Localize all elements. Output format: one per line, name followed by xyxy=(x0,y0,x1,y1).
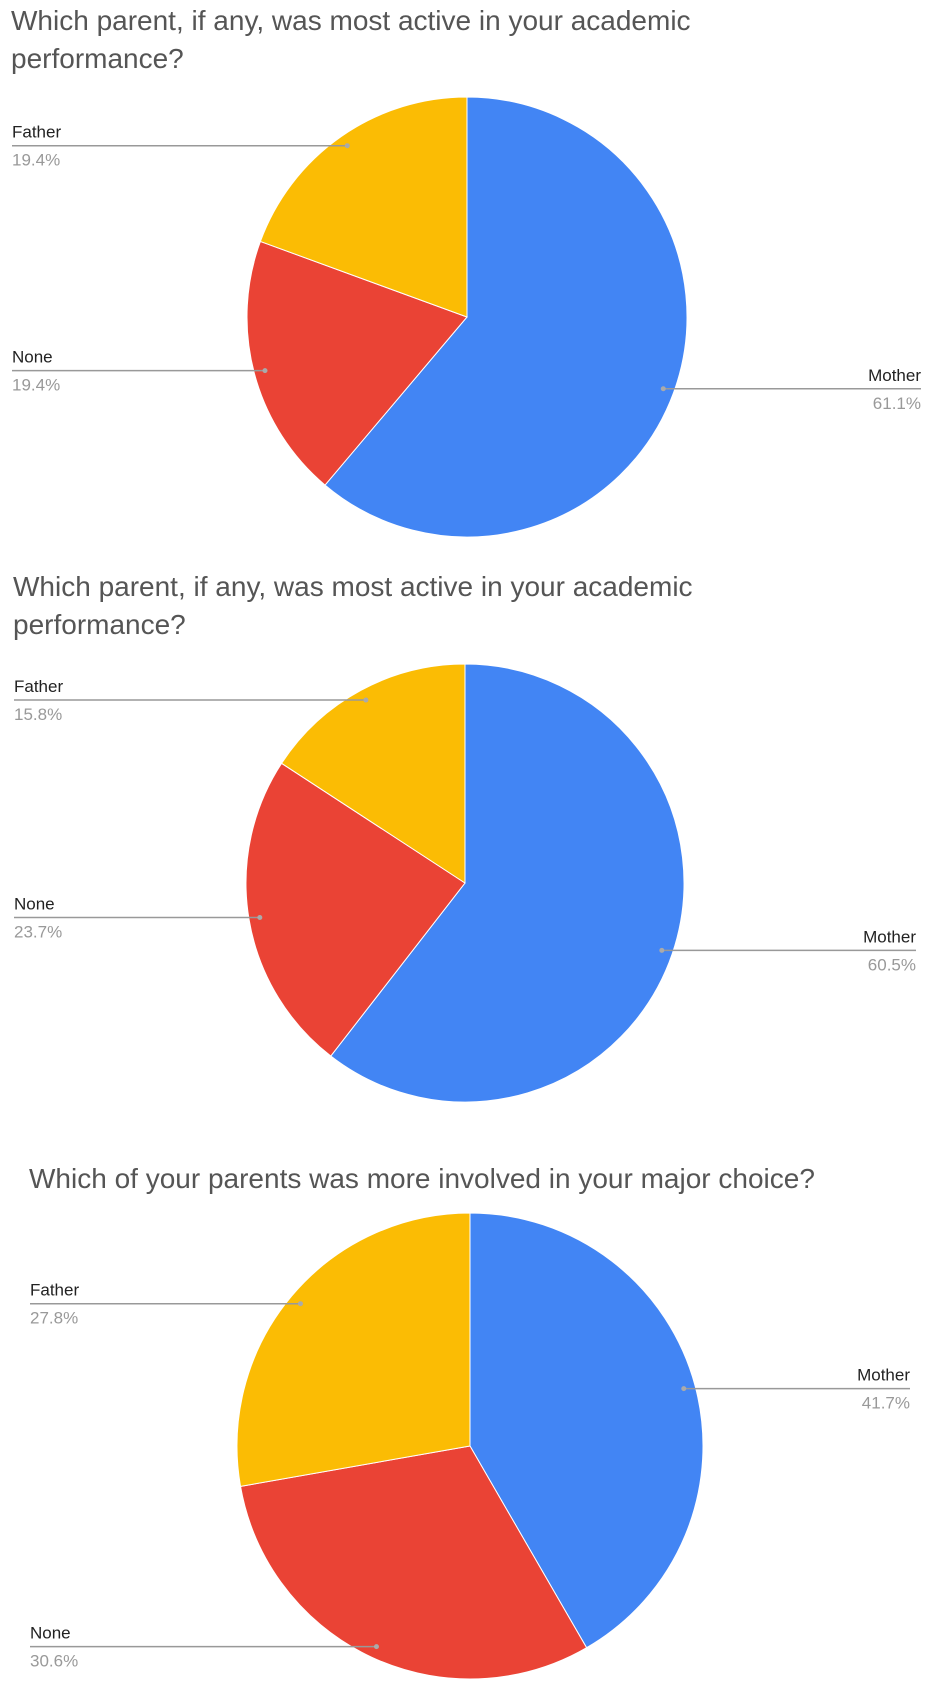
pie-slice xyxy=(236,1212,471,1487)
slice-label: Father xyxy=(12,123,61,142)
pie-slice xyxy=(245,762,466,1057)
leader-dot xyxy=(373,1644,379,1650)
leader-dot xyxy=(344,143,350,149)
leader-dot xyxy=(681,1386,687,1392)
pie-slice xyxy=(280,663,466,884)
slice-value: 15.8% xyxy=(14,705,62,724)
slice-label: Father xyxy=(14,677,63,696)
pie-slice xyxy=(259,96,468,318)
leader-dot xyxy=(297,1301,303,1307)
pie-slice xyxy=(469,1212,704,1649)
pie-slice xyxy=(239,1445,588,1680)
slice-label: None xyxy=(30,1624,71,1643)
chart-title: Which of your parents was more involved … xyxy=(29,1163,815,1194)
slice-value: 19.4% xyxy=(12,376,60,395)
leader-dot xyxy=(660,386,666,392)
pie-slice xyxy=(330,663,685,1103)
slice-label: None xyxy=(12,348,53,367)
slice-value: 61.1% xyxy=(873,394,921,413)
chart-title: Which parent, if any, was most active in… xyxy=(11,5,691,74)
slice-label: None xyxy=(14,894,55,913)
pie-slice xyxy=(324,96,688,538)
slice-label: Father xyxy=(30,1281,79,1300)
slice-value: 41.7% xyxy=(862,1394,910,1413)
slice-label: Mother xyxy=(868,366,921,385)
leader-dot xyxy=(257,914,263,920)
slice-value: 19.4% xyxy=(12,151,60,170)
pie-slice xyxy=(246,240,468,486)
slice-value: 27.8% xyxy=(30,1309,78,1328)
chart-title: Which parent, if any, was most active in… xyxy=(13,571,693,640)
leader-dot xyxy=(659,947,665,953)
leader-dot xyxy=(262,368,268,374)
leader-dot xyxy=(363,697,369,703)
slice-label: Mother xyxy=(863,927,916,946)
slice-value: 30.6% xyxy=(30,1652,78,1671)
slice-label: Mother xyxy=(857,1366,910,1385)
slice-value: 60.5% xyxy=(868,955,916,974)
slice-value: 23.7% xyxy=(14,922,62,941)
